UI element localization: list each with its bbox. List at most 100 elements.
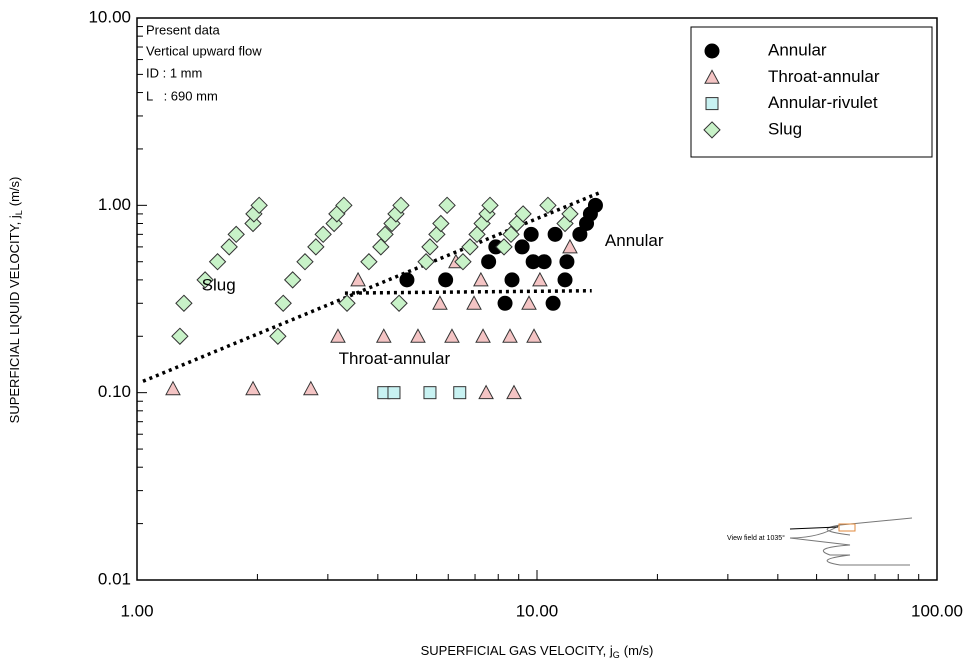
point xyxy=(526,328,542,343)
y-tick-label: 1.00 xyxy=(98,195,131,214)
point xyxy=(338,294,356,312)
legend-label: Annular xyxy=(768,40,827,59)
point xyxy=(562,238,578,254)
axis-label: SUPERFICIAL LIQUID VELOCITY, jL (m/s) xyxy=(7,177,24,424)
point xyxy=(504,272,520,288)
axis-label-sub: G xyxy=(613,650,620,660)
info-text: L : 690 mm xyxy=(146,88,218,103)
x-tick-label: 10.00 xyxy=(516,601,559,620)
point xyxy=(208,253,227,271)
point xyxy=(453,386,467,400)
point xyxy=(421,238,439,256)
point xyxy=(390,294,408,312)
point xyxy=(245,380,261,396)
y-tick-label: 10.00 xyxy=(88,7,131,26)
point xyxy=(539,196,557,215)
point xyxy=(432,295,448,310)
point xyxy=(302,380,319,396)
point xyxy=(454,253,472,271)
axis-label-text: SUPERFICIAL LIQUID VELOCITY, j xyxy=(7,215,22,423)
point xyxy=(481,196,499,215)
boundary-line xyxy=(344,288,592,295)
point xyxy=(399,272,415,288)
point xyxy=(478,384,494,400)
inset-sketch xyxy=(789,517,913,566)
point xyxy=(502,328,518,343)
info-text: ID : 1 mm xyxy=(146,65,202,80)
annotation: Annular xyxy=(605,231,664,250)
point xyxy=(307,238,325,256)
point xyxy=(410,328,426,343)
point xyxy=(466,295,482,310)
point xyxy=(514,205,532,223)
point xyxy=(557,272,573,288)
point xyxy=(521,295,537,310)
point xyxy=(283,271,302,289)
point xyxy=(547,226,563,242)
point xyxy=(417,253,435,271)
info-text: Present data xyxy=(146,22,220,37)
point xyxy=(523,226,539,242)
point xyxy=(376,225,394,244)
x-tick-label: 1.00 xyxy=(120,601,153,620)
point xyxy=(244,214,262,233)
legend-marker xyxy=(705,97,719,111)
info-text: Vertical upward flow xyxy=(146,43,262,58)
inset-arrow xyxy=(789,526,839,530)
point xyxy=(387,386,401,400)
axis-label: SUPERFICIAL GAS VELOCITY, jG (m/s) xyxy=(421,643,654,660)
y-tick-label: 0.01 xyxy=(98,569,131,588)
point xyxy=(536,254,552,270)
point xyxy=(296,253,314,271)
point xyxy=(171,327,189,345)
point xyxy=(227,225,245,244)
point xyxy=(495,238,513,256)
inset-label: View field at 1035° xyxy=(727,534,785,542)
axis-label-unit: (m/s) xyxy=(624,643,654,658)
point xyxy=(572,226,588,242)
point xyxy=(335,196,353,215)
point xyxy=(461,238,479,256)
point xyxy=(165,380,181,396)
legend-label: Annular-rivulet xyxy=(768,93,878,112)
point xyxy=(269,327,287,345)
point xyxy=(532,271,548,287)
legend-label: Slug xyxy=(768,119,802,138)
point xyxy=(175,294,193,312)
point xyxy=(497,295,513,311)
point xyxy=(372,238,390,256)
point xyxy=(514,239,530,255)
axis-label-unit: (m/s) xyxy=(7,177,22,207)
point xyxy=(444,328,460,343)
point xyxy=(350,271,366,287)
inset-box xyxy=(838,523,856,532)
annotation: Throat-annular xyxy=(339,349,451,368)
point xyxy=(438,196,456,215)
boundary-line xyxy=(142,190,601,383)
axis-label-sub: L xyxy=(14,210,24,215)
point xyxy=(502,225,520,244)
point xyxy=(250,196,268,215)
point xyxy=(196,271,214,289)
point xyxy=(506,384,522,400)
point xyxy=(432,214,450,233)
point xyxy=(220,238,238,256)
legend-box xyxy=(690,26,933,158)
axis-label-text: SUPERFICIAL GAS VELOCITY, j xyxy=(421,643,613,658)
point xyxy=(423,386,437,400)
point xyxy=(274,294,292,312)
point xyxy=(314,225,332,244)
inset: View field at 1035° xyxy=(727,517,913,566)
legend-marker xyxy=(703,121,721,139)
legend-label: Throat-annular xyxy=(768,67,880,86)
point xyxy=(330,328,346,343)
point xyxy=(481,254,497,270)
point xyxy=(545,295,561,311)
point xyxy=(473,271,489,287)
legend-marker xyxy=(704,43,720,59)
annotation: Slug xyxy=(202,276,236,295)
point xyxy=(561,205,579,223)
y-tick-label: 0.10 xyxy=(98,382,131,401)
point xyxy=(587,197,603,213)
